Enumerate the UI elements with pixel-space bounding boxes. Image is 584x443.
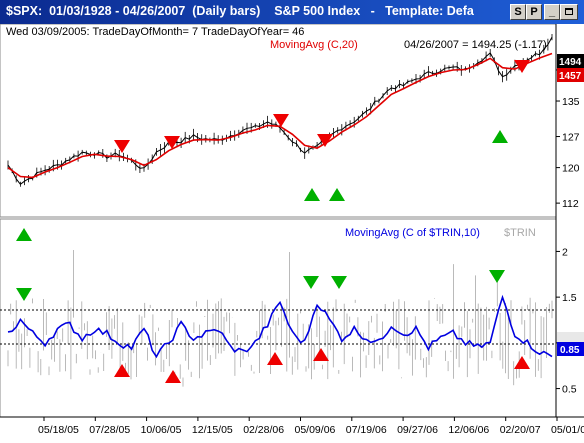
last-price-tag-label: 1494: [559, 57, 582, 68]
down-arrow-icon: [114, 140, 130, 153]
ref-tag: [557, 332, 584, 342]
up-arrow-icon: [329, 188, 345, 201]
up-arrow-icon: [16, 228, 32, 241]
down-arrow-icon: [16, 288, 32, 301]
x-tick-label: 12/15/05: [192, 424, 233, 436]
trin-source-legend: $TRIN: [504, 227, 536, 239]
up-arrow-icon: [492, 130, 508, 143]
up-arrow-icon: [514, 356, 530, 369]
up-arrow-icon: [304, 188, 320, 201]
x-tick-label: 12/06/06: [448, 424, 489, 436]
lower-tick-label: 0.5: [562, 384, 577, 396]
s-button[interactable]: S: [510, 4, 526, 20]
trin-moving-average-line: [7, 294, 553, 359]
x-tick-label: 07/19/06: [346, 424, 387, 436]
moving-average-line: [7, 52, 553, 179]
date-info: Wed 03/09/2005: TradeDayOfMonth= 7 Trade…: [6, 26, 304, 38]
down-arrow-icon: [331, 276, 347, 289]
up-arrow-icon: [114, 364, 130, 377]
price-axis: [556, 24, 584, 443]
up-arrow-icon: [313, 348, 329, 361]
maximize-icon: [565, 8, 573, 15]
x-tick-label: 05/18/05: [38, 424, 79, 436]
down-arrow-icon: [317, 134, 333, 147]
maximize-button[interactable]: [560, 4, 578, 20]
lower-tick-label: 2: [562, 246, 568, 258]
chart-area: Wed 03/09/2005: TradeDayOfMonth= 7 Trade…: [0, 24, 584, 443]
down-arrow-icon: [489, 270, 505, 283]
x-tick-label: 10/06/05: [141, 424, 182, 436]
down-arrow-icon: [273, 114, 289, 127]
lower-panel: [0, 218, 557, 418]
window-title: $SPX: 01/03/1928 - 04/26/2007 (Daily bar…: [6, 4, 474, 18]
x-tick-label: 09/27/06: [397, 424, 438, 436]
last-ma-tag: [557, 68, 584, 82]
up-arrow-icon: [267, 352, 283, 365]
title-bar[interactable]: $SPX: 01/03/1928 - 04/26/2007 (Daily bar…: [0, 0, 584, 24]
upper-tick-label: 135: [562, 96, 580, 108]
upper-tick-label: 120: [562, 163, 580, 175]
p-button[interactable]: P: [526, 4, 542, 20]
x-tick-label: 07/28/05: [89, 424, 130, 436]
x-tick-label: 05/09/06: [295, 424, 336, 436]
trin-legend: MovingAvg (C of $TRIN,10): [345, 227, 480, 239]
last-price-tag: [557, 54, 584, 68]
x-tick-label: 05/01/07: [551, 424, 584, 436]
last-ma-tag-label: 1457: [559, 71, 582, 82]
last-trin-tag: [557, 342, 584, 356]
upper-tick-label: 112: [562, 198, 579, 210]
lower-tick-label: 1.5: [562, 292, 577, 304]
down-arrow-icon: [303, 276, 319, 289]
down-arrow-icon: [164, 136, 180, 149]
up-arrow-icon: [165, 370, 181, 383]
last-value-label: 04/26/2007 = 1494.25 (-1.17): [404, 39, 547, 51]
minimize-button[interactable]: _: [544, 4, 560, 20]
x-tick-label: 02/28/06: [243, 424, 284, 436]
upper-tick-label: 127: [562, 132, 580, 144]
last-trin-tag-label: 0.85: [560, 345, 580, 356]
x-tick-label: 02/20/07: [500, 424, 541, 436]
down-arrow-icon: [514, 60, 530, 73]
ma-legend: MovingAvg (C,20): [270, 39, 358, 51]
